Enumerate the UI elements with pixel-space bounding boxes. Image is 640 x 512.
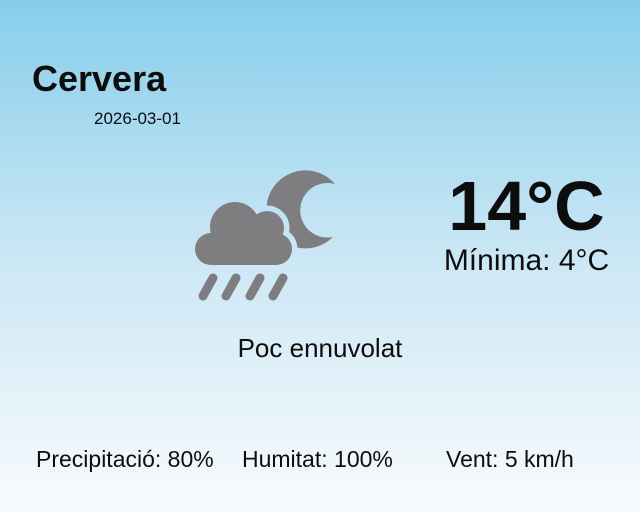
page-title: Cervera	[32, 58, 167, 99]
humidity-stat: Humitat: 100%	[242, 446, 393, 472]
cloud-icon	[195, 202, 292, 265]
wind-stat: Vent: 5 km/h	[446, 446, 574, 472]
minimum-temperature-label: Mínima: 4°C	[443, 244, 610, 277]
date-label: 2026-03-01	[94, 109, 181, 128]
temperature-value: 14°C	[448, 167, 605, 245]
precipitation-stat: Precipitació: 80%	[36, 446, 214, 472]
rain-streaks-icon	[198, 273, 288, 301]
condition-label: Poc ennuvolat	[237, 333, 403, 363]
moon-rain-cloud-icon	[195, 170, 335, 301]
